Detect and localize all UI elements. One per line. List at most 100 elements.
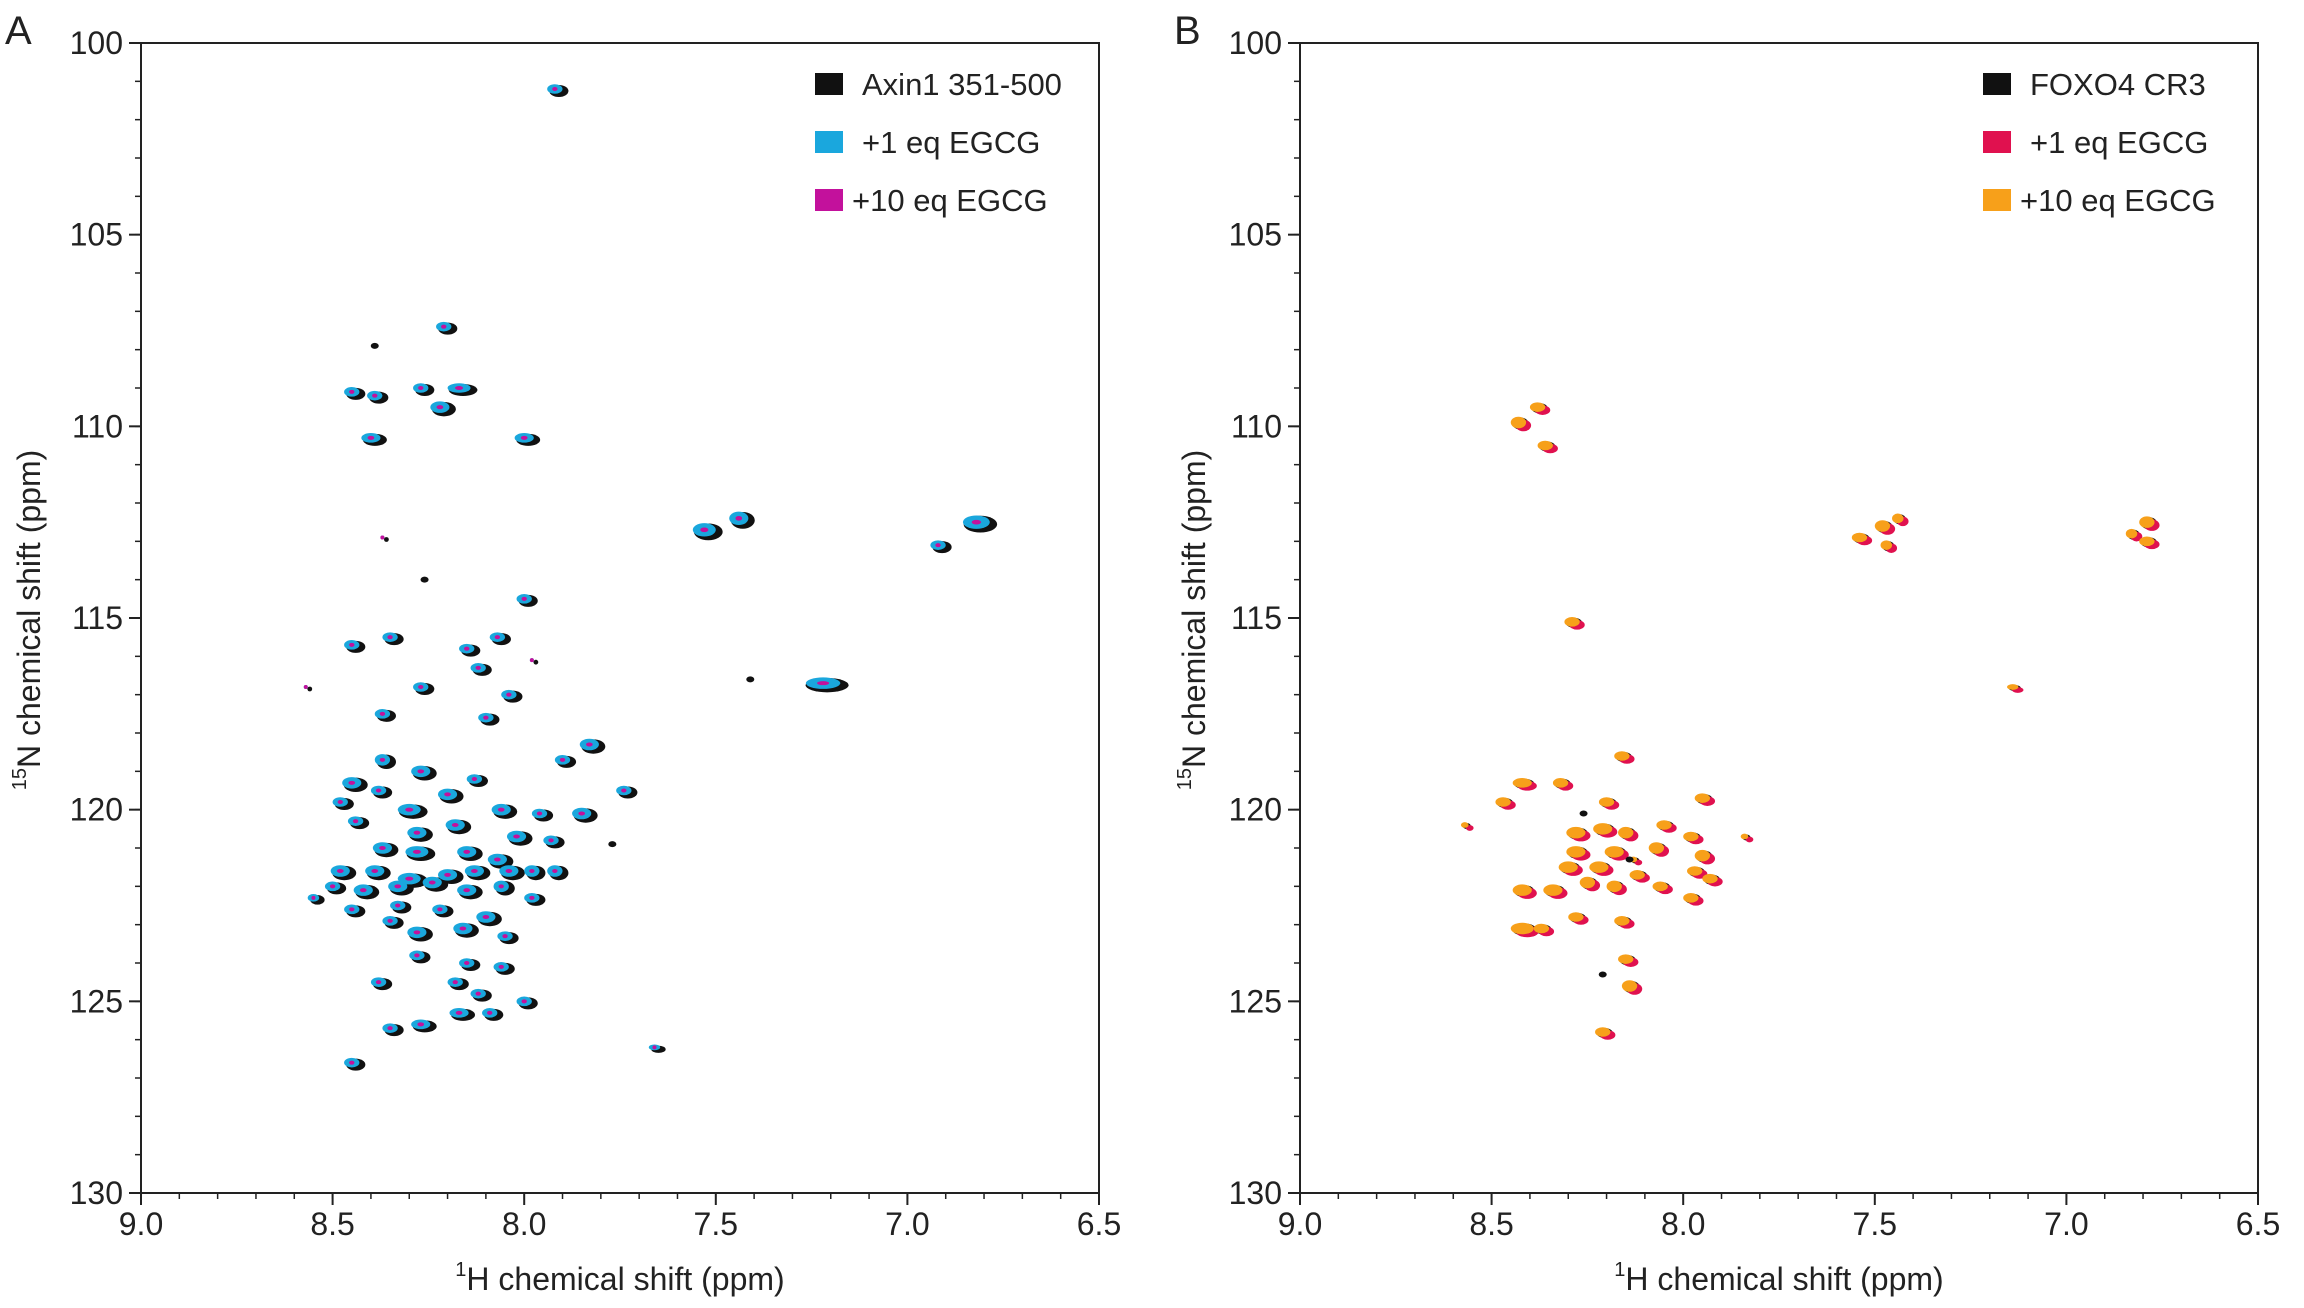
- peak-a-layer2-81: [487, 1010, 493, 1015]
- peak-a-layer2-57: [394, 884, 402, 889]
- peak-a-layer2-42: [548, 838, 554, 843]
- peak-a-layer2-83: [652, 1045, 657, 1050]
- peak-a-layer2-10: [735, 515, 743, 521]
- peak-b-layer2-29: [1629, 870, 1645, 880]
- peak-a-layer2-52: [505, 868, 513, 874]
- y-axis-label-a: 15N chemical shift (ppm): [9, 450, 47, 791]
- panel-a: A 9.0 8.5 8.0 7.5 7.0 6.510010511011512012513…: [5, 9, 1121, 1297]
- peak-a-layer2-36: [578, 811, 586, 816]
- peak-a-layer2-49: [405, 876, 414, 881]
- faint-peak-a-1: [746, 676, 755, 683]
- y-tick-label-b-2: 110: [1231, 408, 1282, 444]
- peak-b-layer2-17: [1694, 793, 1711, 803]
- peak-a-layer2-33: [405, 807, 414, 812]
- peak-a-layer2-56: [359, 888, 367, 893]
- peak-a-layer2-71: [414, 953, 420, 958]
- peak-b-layer2-23: [1566, 846, 1586, 858]
- peak-a-layer2-48: [371, 868, 379, 874]
- peak-a-layer2-45: [463, 849, 471, 854]
- x-axis-text-b: H chemical shift (ppm): [1625, 1261, 1943, 1297]
- legend-swatch-a-0: [815, 73, 843, 95]
- x-tick-label-a-0: 9.0: [119, 1206, 163, 1242]
- peak-a-layer2-82: [349, 1060, 355, 1065]
- y-tick-label-a-6: 130: [70, 1175, 123, 1211]
- peak-b-layer2-7: [1880, 540, 1893, 550]
- peak-a-layer2-51: [471, 868, 478, 874]
- peak-a-layer2-47: [336, 868, 344, 874]
- peak-b-layer2-21: [1656, 820, 1672, 830]
- peak-a-layer2-11: [935, 543, 941, 548]
- peak-a-layer2-73: [498, 964, 504, 969]
- legend-swatch-b-0: [1983, 73, 2011, 95]
- y-tick-label-a-3: 115: [72, 600, 123, 636]
- peak-b-layer2-16: [1598, 797, 1615, 807]
- peak-b-layer2-34: [1606, 880, 1622, 893]
- peak-a-layer2-34: [497, 807, 505, 812]
- peak-a-layer2-24: [585, 742, 593, 747]
- y-axis-text-a: N chemical shift (ppm): [11, 450, 47, 768]
- peak-b-layer2-31: [1512, 884, 1532, 896]
- peak-a-layer2-72: [464, 961, 470, 965]
- peak-a-layer2-1: [441, 324, 447, 329]
- peak-a-layer2-55: [329, 884, 336, 889]
- peak-a-layer2-62: [395, 903, 401, 908]
- peak-a-layer2-31: [375, 788, 382, 793]
- peak-a-layer2-27: [417, 769, 425, 774]
- peak-b-layer2-41: [1533, 923, 1550, 934]
- y-tick-label-b-3: 115: [1231, 600, 1282, 636]
- peak-a-layer2-30: [337, 800, 343, 804]
- x-axis-label-b: 1H chemical shift (ppm): [1614, 1259, 1943, 1297]
- peak-b-layer2-5: [1874, 520, 1891, 532]
- x-tick-label-a-5: 6.5: [1077, 1206, 1121, 1242]
- x-axis-sup-b: 1: [1614, 1259, 1625, 1281]
- legend-a: Axin1 351-500 +1 eq EGCG +10 eq EGCG: [815, 67, 1062, 218]
- peak-a-layer2-19: [418, 685, 424, 689]
- y-tick-label-b-6: 130: [1229, 1175, 1282, 1211]
- ticks-a: 9.0 8.5 8.0 7.5 7.0 6.5 100 105 110 115 120 125 130: [70, 25, 1122, 1242]
- x-axis-sup-a: 1: [455, 1259, 466, 1281]
- peak-b-layer2-30: [1687, 866, 1703, 876]
- x-axis-text-a: H chemical shift (ppm): [466, 1261, 784, 1297]
- peak-b-layer2-20: [1618, 826, 1634, 839]
- legend-swatch-a-1: [815, 131, 843, 153]
- peak-b-layer2-2: [1537, 440, 1553, 451]
- legend-swatch-b-1: [1983, 131, 2011, 153]
- faint-peak-a-0: [420, 576, 429, 583]
- peak-b-layer2-0: [1529, 402, 1546, 412]
- peak-a-layer2-60: [498, 884, 504, 889]
- faint-peak-b-0: [1598, 971, 1607, 978]
- x-tick-label-b-0: 9.0: [1278, 1206, 1322, 1242]
- peak-b-layer2-46: [1460, 822, 1469, 828]
- faint-peak-a-3: [608, 841, 617, 848]
- peak-b-layer2-22: [1683, 831, 1699, 842]
- x-tick-label-a-3: 7.5: [694, 1206, 738, 1242]
- peak-b-layer2-18: [1566, 826, 1586, 839]
- peak-a-layer2-0: [552, 87, 558, 91]
- legend-swatch-b-2: [1983, 189, 2011, 211]
- legend-label-a-2: +10 eq EGCG: [852, 183, 1048, 218]
- peak-b-layer2-15: [1495, 797, 1511, 807]
- panel-b: B 9.0 8.5 8.0 7.5 7.0 6.510010511011512012513…: [1174, 9, 2280, 1297]
- peak-b-layer2-45: [1740, 833, 1749, 840]
- x-tick-label-b-5: 6.5: [2236, 1206, 2280, 1242]
- peak-a-layer2-6: [455, 386, 464, 390]
- peak-b-layer2-11: [2007, 684, 2019, 690]
- peak-a-layer2-67: [387, 918, 393, 923]
- peak-a-layer2-61: [349, 907, 355, 912]
- y-tick-label-b-1: 105: [1229, 217, 1282, 253]
- peak-a-layer2-14: [349, 642, 355, 647]
- ticks-b: 9.0 8.5 8.0 7.5 7.0 6.5 100 105 110 115 120 125 130: [1229, 25, 2281, 1242]
- peak-b-layer2-12: [1614, 751, 1630, 761]
- peak-b-layer2-43: [1621, 980, 1638, 992]
- peak-b-layer2-32: [1543, 884, 1563, 896]
- y-tick-label-a-5: 125: [70, 983, 123, 1019]
- peak-a-layer2-77: [521, 999, 527, 1004]
- x-tick-label-b-2: 8.0: [1661, 1206, 1705, 1242]
- peak-b-layer2-10: [2125, 528, 2138, 539]
- peak-b-layer2-39: [1614, 916, 1630, 926]
- legend-label-b-1: +1 eq EGCG: [2030, 125, 2208, 160]
- peak-a-layer0-86: [533, 659, 539, 665]
- peak-a-layer2-39: [413, 830, 421, 835]
- panel-letter-b: B: [1174, 9, 1201, 53]
